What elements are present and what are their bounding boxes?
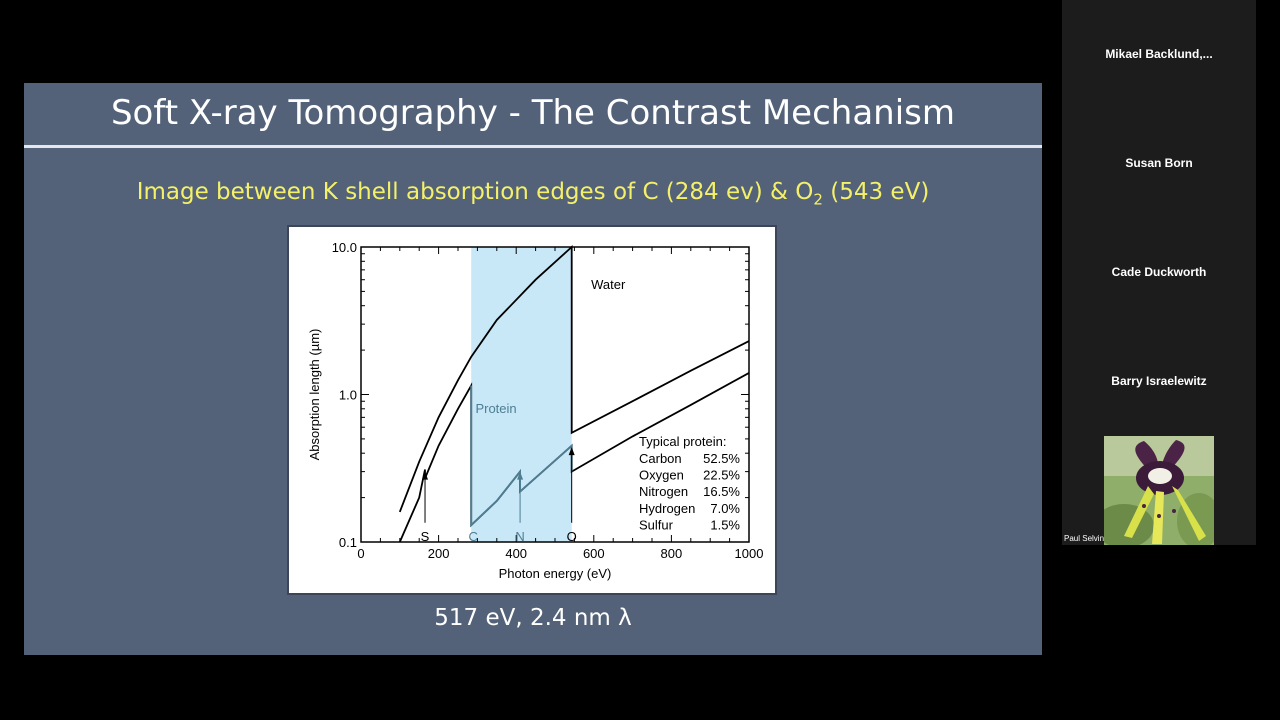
x-tick-label: 800	[661, 546, 683, 561]
participants-panel: Mikael Backlund,... Susan Born Cade Duck…	[1062, 0, 1256, 545]
subtitle-subscript: 2	[813, 190, 823, 209]
absorption-chart: 0 200 400 600 800 1000 0.1 1.0 10.0 Photon energy…	[307, 240, 764, 581]
absorption-edge-band	[471, 247, 572, 542]
slide-title: Soft X-ray Tomography - The Contrast Mec…	[110, 93, 956, 133]
composition-value: 22.5%	[703, 468, 740, 483]
series-line-protein	[398, 372, 750, 543]
composition-value: 7.0%	[710, 501, 740, 516]
edge-arrowhead-s	[422, 471, 429, 480]
y-tick-label: 1.0	[339, 388, 357, 403]
participant-name[interactable]: Mikael Backlund,...	[1105, 47, 1213, 61]
title-divider	[24, 145, 1042, 148]
slide-caption: 517 eV, 2.4 nm λ	[434, 605, 632, 631]
y-tick-label: 0.1	[339, 535, 357, 550]
composition-element: Hydrogen	[639, 501, 695, 516]
subtitle-text: Image between K shell absorption edges o…	[136, 179, 814, 205]
participant-video-thumbnail[interactable]	[1104, 436, 1214, 545]
x-tick-label: 1000	[735, 546, 764, 561]
composition-element: Sulfur	[639, 517, 674, 532]
composition-value: 1.5%	[710, 517, 740, 532]
edge-label-o: O	[567, 529, 577, 544]
edge-label-s: S	[421, 529, 430, 544]
edge-arrowhead-n	[517, 471, 524, 480]
x-tick-label: 200	[428, 546, 450, 561]
x-tick-label: 400	[505, 546, 527, 561]
series-label-water: Water	[591, 277, 626, 292]
composition-element: Oxygen	[639, 468, 684, 483]
slide-subtitle: Image between K shell absorption edges o…	[24, 177, 1042, 215]
series-label-protein: Protein	[475, 401, 516, 416]
x-tick-label: 600	[583, 546, 605, 561]
composition-value: 52.5%	[703, 451, 740, 466]
subtitle-text-end: (543 eV)	[822, 179, 930, 205]
absorption-chart-figure: 0 200 400 600 800 1000 0.1 1.0 10.0 Photon energy…	[287, 225, 777, 595]
y-tick-label: 10.0	[332, 240, 357, 255]
presentation-slide: Soft X-ray Tomography - The Contrast Mec…	[24, 83, 1042, 655]
edge-label-n: N	[515, 529, 524, 544]
composition-element: Carbon	[639, 451, 682, 466]
y-axis-label: Absorption length (µm)	[307, 329, 322, 461]
edge-label-c: C	[468, 529, 477, 544]
participant-name[interactable]: Barry Israelewitz	[1111, 374, 1207, 388]
participant-name[interactable]: Susan Born	[1125, 156, 1193, 170]
x-tick-label: 0	[357, 546, 364, 561]
series-line-water	[398, 244, 750, 513]
video-participant-name: Paul Selvin	[1064, 534, 1105, 543]
participant-name[interactable]: Cade Duckworth	[1111, 265, 1207, 279]
composition-element: Nitrogen	[639, 484, 688, 499]
x-axis-label: Photon energy (eV)	[499, 566, 612, 581]
edge-arrowhead-o	[568, 447, 575, 456]
composition-title: Typical protein:	[639, 434, 726, 449]
composition-value: 16.5%	[703, 484, 740, 499]
